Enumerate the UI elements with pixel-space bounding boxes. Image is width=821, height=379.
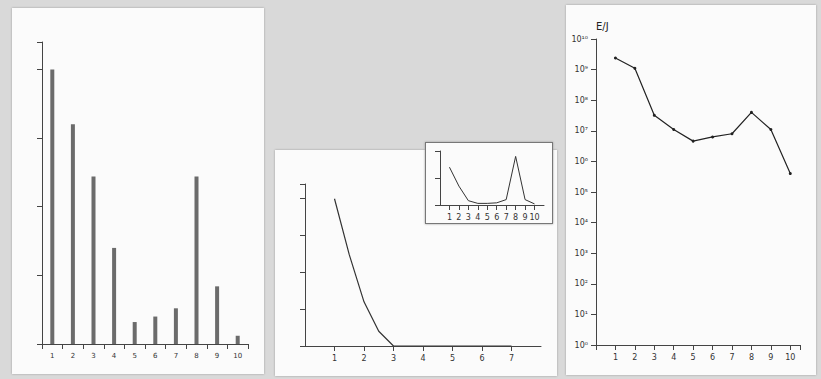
svg-text:2: 2 [456, 213, 461, 222]
svg-text:4: 4 [671, 353, 676, 362]
svg-text:10¹⁰: 10¹⁰ [571, 35, 588, 44]
svg-text:10⁹: 10⁹ [575, 65, 588, 74]
svg-text:2: 2 [361, 354, 366, 363]
svg-text:3: 3 [391, 354, 396, 363]
svg-text:10⁰: 10⁰ [575, 341, 588, 350]
svg-text:3: 3 [466, 213, 471, 222]
svg-text:1: 1 [332, 354, 337, 363]
svg-text:7: 7 [729, 353, 734, 362]
svg-text:6: 6 [494, 213, 499, 222]
svg-text:5: 5 [132, 352, 136, 360]
svg-text:10: 10 [233, 352, 242, 360]
svg-text:10²: 10² [575, 279, 588, 288]
svg-text:9: 9 [215, 352, 219, 360]
svg-text:10⁷: 10⁷ [575, 126, 588, 135]
svg-text:8: 8 [513, 213, 518, 222]
svg-text:4: 4 [112, 352, 117, 360]
svg-text:7: 7 [504, 213, 509, 222]
svg-text:9: 9 [768, 353, 773, 362]
svg-text:1: 1 [50, 352, 54, 360]
svg-text:10³: 10³ [575, 249, 588, 258]
svg-text:5: 5 [450, 354, 455, 363]
svg-text:10⁸: 10⁸ [575, 96, 588, 105]
svg-text:7: 7 [174, 352, 178, 360]
svg-text:8: 8 [749, 353, 754, 362]
svg-text:1: 1 [447, 213, 452, 222]
svg-text:5: 5 [485, 213, 490, 222]
svg-text:10¹: 10¹ [575, 310, 588, 319]
svg-text:3: 3 [91, 352, 95, 360]
svg-text:3: 3 [652, 353, 657, 362]
svg-text:5: 5 [691, 353, 696, 362]
svg-text:6: 6 [479, 354, 484, 363]
svg-text:6: 6 [710, 353, 715, 362]
svg-text:10: 10 [529, 213, 539, 222]
svg-text:10⁶: 10⁶ [575, 157, 588, 166]
svg-text:4: 4 [420, 354, 425, 363]
svg-text:4: 4 [475, 213, 480, 222]
svg-text:E/J: E/J [596, 21, 609, 32]
svg-text:1: 1 [613, 353, 618, 362]
svg-text:7: 7 [509, 354, 514, 363]
svg-text:10: 10 [785, 353, 795, 362]
svg-text:10⁴: 10⁴ [575, 218, 588, 227]
svg-text:10⁵: 10⁵ [575, 188, 588, 197]
svg-text:6: 6 [153, 352, 158, 360]
svg-text:2: 2 [632, 353, 637, 362]
svg-text:2: 2 [71, 352, 75, 360]
svg-text:9: 9 [523, 213, 528, 222]
svg-text:8: 8 [194, 352, 198, 360]
